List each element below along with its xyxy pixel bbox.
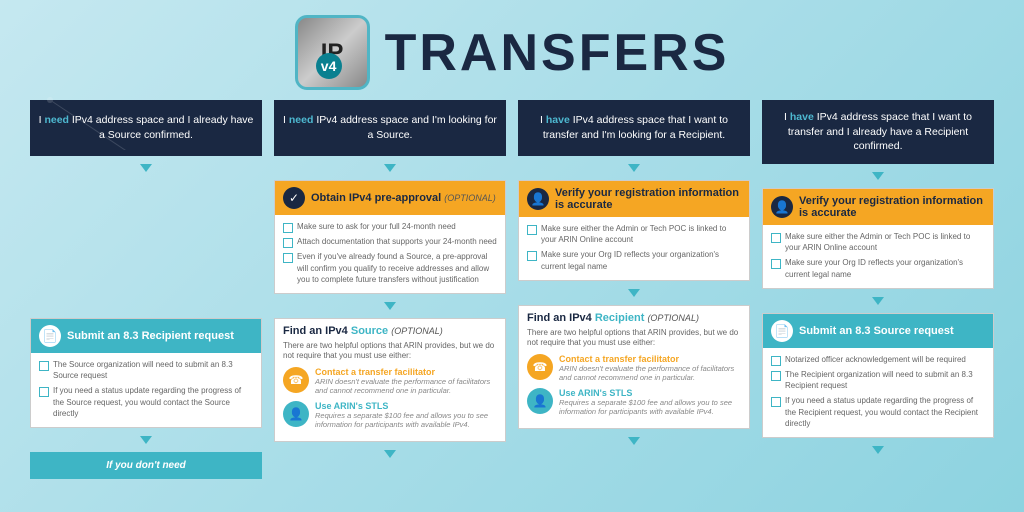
card-title: Verify your registration information is … xyxy=(799,195,985,219)
card-header: 📄 Submit an 8.3 Recipient request xyxy=(31,319,261,353)
flow-arrow xyxy=(140,436,152,444)
checklist: Make sure to ask for your full 24-month … xyxy=(283,219,497,287)
flow-arrow xyxy=(384,302,396,310)
flow-arrow xyxy=(628,164,640,172)
flow-arrow xyxy=(628,437,640,445)
check-icon: ✓ xyxy=(283,187,305,209)
option: 👤 Use ARIN's STLSRequires a separate $100… xyxy=(283,401,497,429)
card-header: Find an IPv4 Recipient (OPTIONAL) xyxy=(527,312,741,324)
checklist-item: Make sure to ask for your full 24-month … xyxy=(283,219,497,234)
column-1: I need IPv4 address space and I'm lookin… xyxy=(274,100,506,479)
checklist: The Source organization will need to sub… xyxy=(39,357,253,421)
column-3: I have IPv4 address space that I want to… xyxy=(762,100,994,479)
option-icon: ☎ xyxy=(283,367,309,393)
option-icon: ☎ xyxy=(527,354,553,380)
option-icon: 👤 xyxy=(283,401,309,427)
column-header: I need IPv4 address space and I'm lookin… xyxy=(274,100,506,156)
option-desc: ARIN doesn't evaluate the performance of… xyxy=(315,377,497,395)
bottom-box: If you don't need xyxy=(30,452,262,479)
option-desc: Requires a separate $100 fee and allows … xyxy=(315,411,497,429)
person-icon: 👤 xyxy=(771,196,793,218)
checklist-item: Make sure your Org ID reflects your orga… xyxy=(771,255,985,281)
card-header: ✓ Obtain IPv4 pre-approval (OPTIONAL) xyxy=(275,181,505,215)
logo-v4: v4 xyxy=(316,53,342,79)
flow-arrow xyxy=(872,446,884,454)
column-0: I need IPv4 address space and I already … xyxy=(30,100,262,479)
step-card: 📄 Submit an 8.3 Source request Notarized o… xyxy=(762,313,994,438)
intro-text: There are two helpful options that ARIN … xyxy=(283,341,497,362)
checklist-item: Attach documentation that supports your … xyxy=(283,234,497,249)
card-header: 👤 Verify your registration information is… xyxy=(763,189,993,225)
ipv4-logo: IP v4 xyxy=(295,15,370,90)
checklist-item: Make sure either the Admin or Tech POC i… xyxy=(771,229,985,255)
checklist: Make sure either the Admin or Tech POC i… xyxy=(527,221,741,274)
checklist-item: Make sure either the Admin or Tech POC i… xyxy=(527,221,741,247)
checklist-item: Notarized officer acknowledgement will b… xyxy=(771,352,985,367)
checklist-item: If you need a status update regarding th… xyxy=(771,393,985,431)
option-title: Contact a transfer facilitator xyxy=(559,354,741,364)
step-card: 👤 Verify your registration information is… xyxy=(518,180,750,281)
card-title: Find an IPv4 Recipient (OPTIONAL) xyxy=(527,312,699,324)
flow-arrow xyxy=(384,164,396,172)
flowchart-columns: I need IPv4 address space and I already … xyxy=(0,100,1024,479)
checklist-item: Make sure your Org ID reflects your orga… xyxy=(527,247,741,273)
option-desc: Requires a separate $100 fee and allows … xyxy=(559,398,741,416)
checklist: Notarized officer acknowledgement will b… xyxy=(771,352,985,431)
doc-icon: 📄 xyxy=(771,320,793,342)
option-icon: 👤 xyxy=(527,388,553,414)
option: ☎ Contact a transfer facilitatorARIN does… xyxy=(527,354,741,382)
flow-arrow xyxy=(384,450,396,458)
option: 👤 Use ARIN's STLSRequires a separate $100… xyxy=(527,388,741,416)
option-desc: ARIN doesn't evaluate the performance of… xyxy=(559,364,741,382)
flow-arrow xyxy=(140,164,152,172)
card-title: Submit an 8.3 Source request xyxy=(799,325,954,337)
checklist-item: The Recipient organization will need to … xyxy=(771,367,985,393)
checklist-item: If you need a status update regarding th… xyxy=(39,383,253,421)
step-card: ✓ Obtain IPv4 pre-approval (OPTIONAL) Make… xyxy=(274,180,506,294)
card-header: 📄 Submit an 8.3 Source request xyxy=(763,314,993,348)
step-card: Find an IPv4 Recipient (OPTIONAL) There a… xyxy=(518,305,750,429)
column-header: I have IPv4 address space that I want to… xyxy=(518,100,750,156)
option-title: Contact a transfer facilitator xyxy=(315,367,497,377)
option-title: Use ARIN's STLS xyxy=(559,388,741,398)
page-title: TRANSFERS xyxy=(385,23,730,83)
card-title: Submit an 8.3 Recipient request xyxy=(67,330,234,342)
card-title: Find an IPv4 Source (OPTIONAL) xyxy=(283,325,443,337)
flow-arrow xyxy=(872,172,884,180)
card-header: Find an IPv4 Source (OPTIONAL) xyxy=(283,325,497,337)
card-title: Obtain IPv4 pre-approval (OPTIONAL) xyxy=(311,192,496,204)
flow-arrow xyxy=(628,289,640,297)
checklist: Make sure either the Admin or Tech POC i… xyxy=(771,229,985,282)
checklist-item: Even if you've already found a Source, a… xyxy=(283,249,497,287)
network-background xyxy=(0,0,300,150)
column-2: I have IPv4 address space that I want to… xyxy=(518,100,750,479)
checklist-item: The Source organization will need to sub… xyxy=(39,357,253,383)
card-title: Verify your registration information is … xyxy=(555,187,741,211)
option-title: Use ARIN's STLS xyxy=(315,401,497,411)
column-header: I have IPv4 address space that I want to… xyxy=(762,100,994,164)
step-card: 📄 Submit an 8.3 Recipient request The Sour… xyxy=(30,318,262,428)
step-card: 👤 Verify your registration information is… xyxy=(762,188,994,289)
option: ☎ Contact a transfer facilitatorARIN does… xyxy=(283,367,497,395)
intro-text: There are two helpful options that ARIN … xyxy=(527,328,741,349)
step-card: Find an IPv4 Source (OPTIONAL) There are … xyxy=(274,318,506,442)
doc-icon: 📄 xyxy=(39,325,61,347)
card-header: 👤 Verify your registration information is… xyxy=(519,181,749,217)
person-icon: 👤 xyxy=(527,188,549,210)
flow-arrow xyxy=(872,297,884,305)
